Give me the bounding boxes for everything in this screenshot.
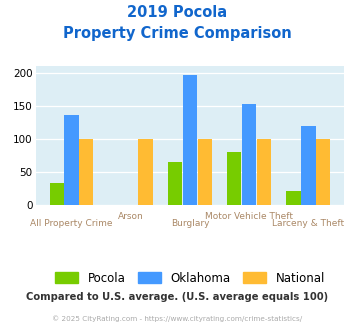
Text: © 2025 CityRating.com - https://www.cityrating.com/crime-statistics/: © 2025 CityRating.com - https://www.city… [53, 315, 302, 322]
Text: All Property Crime: All Property Crime [30, 219, 113, 228]
Bar [316, 139, 330, 205]
Bar [79, 139, 93, 205]
Text: Property Crime Comparison: Property Crime Comparison [63, 26, 292, 41]
Text: 2019 Pocola: 2019 Pocola [127, 5, 228, 20]
Bar [257, 139, 271, 205]
Bar [286, 191, 301, 205]
Bar [64, 115, 78, 205]
Bar [301, 126, 316, 205]
Bar [183, 75, 197, 205]
Bar [198, 139, 212, 205]
Text: Compared to U.S. average. (U.S. average equals 100): Compared to U.S. average. (U.S. average … [26, 292, 329, 302]
Bar [50, 183, 64, 205]
Bar [168, 162, 182, 205]
Bar [138, 139, 153, 205]
Bar [227, 152, 241, 205]
Bar [242, 104, 256, 205]
Text: Motor Vehicle Theft: Motor Vehicle Theft [205, 212, 293, 221]
Legend: Pocola, Oklahoma, National: Pocola, Oklahoma, National [55, 272, 325, 285]
Text: Burglary: Burglary [171, 219, 209, 228]
Text: Arson: Arson [118, 212, 143, 221]
Text: Larceny & Theft: Larceny & Theft [272, 219, 344, 228]
